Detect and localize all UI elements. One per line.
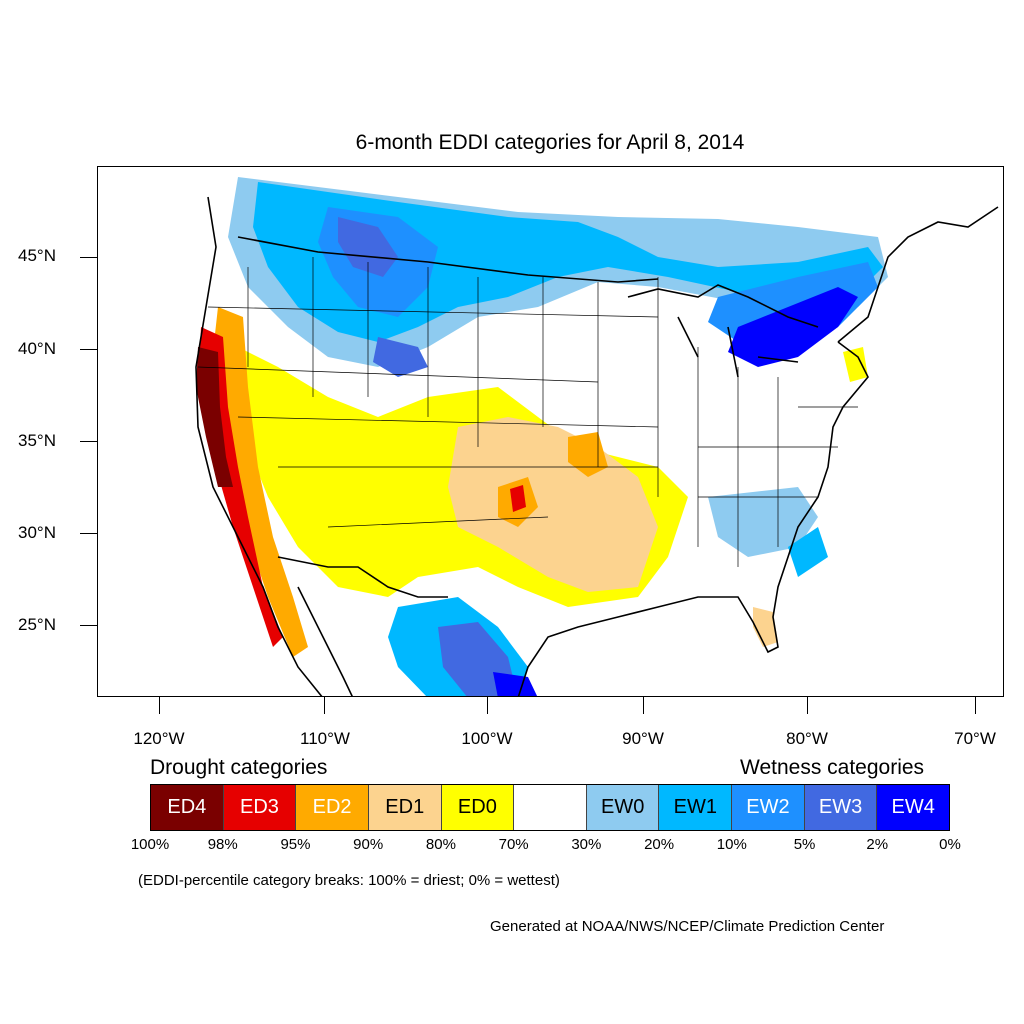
east-coastline xyxy=(517,341,869,696)
lat-label-30: 30°N xyxy=(18,523,56,542)
credit-line: Generated at NOAA/NWS/NCEP/Climate Predi… xyxy=(490,918,885,935)
percentile-label: 98% xyxy=(207,836,238,853)
lat-label-45: 45°N xyxy=(18,246,56,265)
percentile-label: 5% xyxy=(793,836,816,853)
region-ew3-colorado xyxy=(373,337,428,377)
lat-label-25: 25°N xyxy=(18,615,56,634)
lon-tick xyxy=(487,697,488,714)
lon-tick xyxy=(643,697,644,714)
region-ed1-florida xyxy=(753,607,778,647)
region-ew3-idaho xyxy=(338,217,398,277)
map-canvas xyxy=(195,177,999,696)
lon-label-70: 70°W xyxy=(954,729,996,748)
mexico-border xyxy=(277,556,448,598)
drought-heading: Drought categories xyxy=(150,756,328,779)
lon-label-110: 110°W xyxy=(300,729,350,748)
percentile-label: 95% xyxy=(280,836,311,853)
legend-box-ew2: EW2 xyxy=(732,785,805,830)
legend-box-neutral xyxy=(514,785,587,830)
lat-label-40: 40°N xyxy=(18,339,56,358)
wetness-regions xyxy=(228,177,888,696)
region-ed2-california xyxy=(208,307,308,657)
lon-tick xyxy=(807,697,808,714)
drought-regions xyxy=(196,307,868,657)
baja-peninsula xyxy=(297,586,353,696)
legend-box-ed0: ED0 xyxy=(441,785,515,830)
region-ew4-gulf xyxy=(493,672,538,696)
region-ew4-newyork xyxy=(728,287,858,367)
legend-box-ew4: EW4 xyxy=(877,785,950,830)
map-title: 6-month EDDI categories for April 8, 201… xyxy=(355,131,745,154)
legend-box-ed4: ED4 xyxy=(151,785,224,830)
percentile-label: 100% xyxy=(130,836,170,853)
canada-border xyxy=(237,236,659,283)
percentile-label: 80% xyxy=(425,836,456,853)
legend-box-ed1: ED1 xyxy=(368,785,442,830)
northeast-coast xyxy=(837,206,999,343)
lat-label-35: 35°N xyxy=(18,431,56,450)
lon-label-80: 80°W xyxy=(786,729,828,748)
legend-box-ew1: EW1 xyxy=(659,785,733,830)
lat-tick xyxy=(80,625,97,626)
lon-tick xyxy=(159,697,160,714)
lat-tick xyxy=(80,441,97,442)
region-ew0-southeast xyxy=(708,487,818,557)
lon-label-100: 100°W xyxy=(461,729,513,748)
state-borders xyxy=(197,257,858,567)
lon-label-120: 120°W xyxy=(133,729,185,748)
region-ed0-newengland xyxy=(843,347,868,382)
us-coastline-west xyxy=(195,196,323,696)
legend-box-ew3: EW3 xyxy=(804,785,878,830)
lat-tick xyxy=(80,349,97,350)
lon-label-90: 90°W xyxy=(622,729,664,748)
great-lakes xyxy=(627,284,819,378)
boundaries xyxy=(195,196,999,696)
lon-tick xyxy=(975,697,976,714)
percentile-label: 2% xyxy=(866,836,889,853)
category-legend: ED4 ED3 ED2 ED1 ED0 EW0 EW1 EW2 EW3 EW4 xyxy=(150,784,950,831)
legend-box-ew0: EW0 xyxy=(586,785,660,830)
wetness-heading: Wetness categories xyxy=(740,756,925,779)
region-ew1-atlantic xyxy=(788,527,828,577)
lon-tick xyxy=(324,697,325,714)
lat-tick xyxy=(80,533,97,534)
lat-tick xyxy=(80,257,97,258)
legend-box-ed2: ED2 xyxy=(296,785,369,830)
region-ed3-oklahoma xyxy=(510,485,526,512)
percentile-label: 90% xyxy=(353,836,384,853)
legend-box-ed3: ED3 xyxy=(223,785,297,830)
percentile-label: 0% xyxy=(939,836,961,853)
percentile-label: 10% xyxy=(716,836,747,853)
eddi-map xyxy=(97,166,1004,697)
region-ed4-california xyxy=(196,347,233,487)
category-note: (EDDI-percentile category breaks: 100% =… xyxy=(138,872,560,889)
percentile-label: 20% xyxy=(644,836,675,853)
percentile-label: 70% xyxy=(498,836,529,853)
percentile-label: 30% xyxy=(571,836,602,853)
